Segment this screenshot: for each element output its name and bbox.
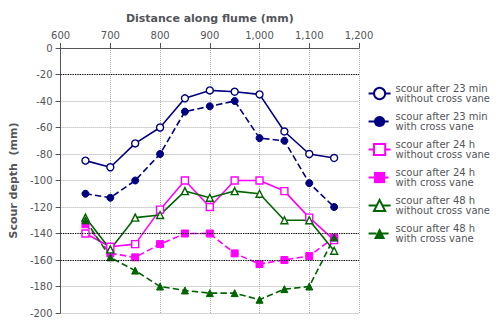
svg-text:-200: -200 <box>30 308 53 319</box>
svg-text:without cross vane: without cross vane <box>396 205 490 216</box>
svg-text:scour after 24 h: scour after 24 h <box>395 167 476 178</box>
svg-text:with cross vane: with cross vane <box>396 121 474 132</box>
svg-text:scour after 48 h: scour after 48 h <box>395 223 476 234</box>
svg-text:scour after 24 h: scour after 24 h <box>395 139 476 150</box>
svg-text:with cross vane: with cross vane <box>396 177 474 188</box>
svg-text:0: 0 <box>46 43 52 54</box>
svg-text:without cross vane: without cross vane <box>396 149 490 160</box>
svg-text:Distance along flume (mm): Distance along flume (mm) <box>126 12 294 25</box>
svg-text:scour after 23 min: scour after 23 min <box>395 83 488 94</box>
svg-text:scour after 48 h: scour after 48 h <box>395 195 476 206</box>
svg-text:-80: -80 <box>36 149 52 160</box>
svg-text:Scour depth (mm): Scour depth (mm) <box>7 122 20 238</box>
svg-text:900: 900 <box>200 30 219 41</box>
svg-text:-140: -140 <box>30 228 53 239</box>
svg-text:scour after 23 min: scour after 23 min <box>395 111 488 122</box>
svg-text:800: 800 <box>151 30 170 41</box>
svg-text:with cross vane: with cross vane <box>396 233 474 244</box>
svg-text:-40: -40 <box>36 96 52 107</box>
svg-text:-160: -160 <box>30 255 53 266</box>
svg-text:1,000: 1,000 <box>245 30 274 41</box>
svg-text:-120: -120 <box>30 202 53 213</box>
svg-text:-60: -60 <box>36 122 52 133</box>
svg-text:without cross vane: without cross vane <box>396 93 490 104</box>
svg-text:1,100: 1,100 <box>295 30 324 41</box>
svg-text:600: 600 <box>51 30 70 41</box>
svg-text:1,200: 1,200 <box>345 30 374 41</box>
svg-text:700: 700 <box>101 30 120 41</box>
svg-text:-100: -100 <box>30 175 53 186</box>
svg-text:-180: -180 <box>30 281 53 292</box>
svg-text:-20: -20 <box>36 69 52 80</box>
